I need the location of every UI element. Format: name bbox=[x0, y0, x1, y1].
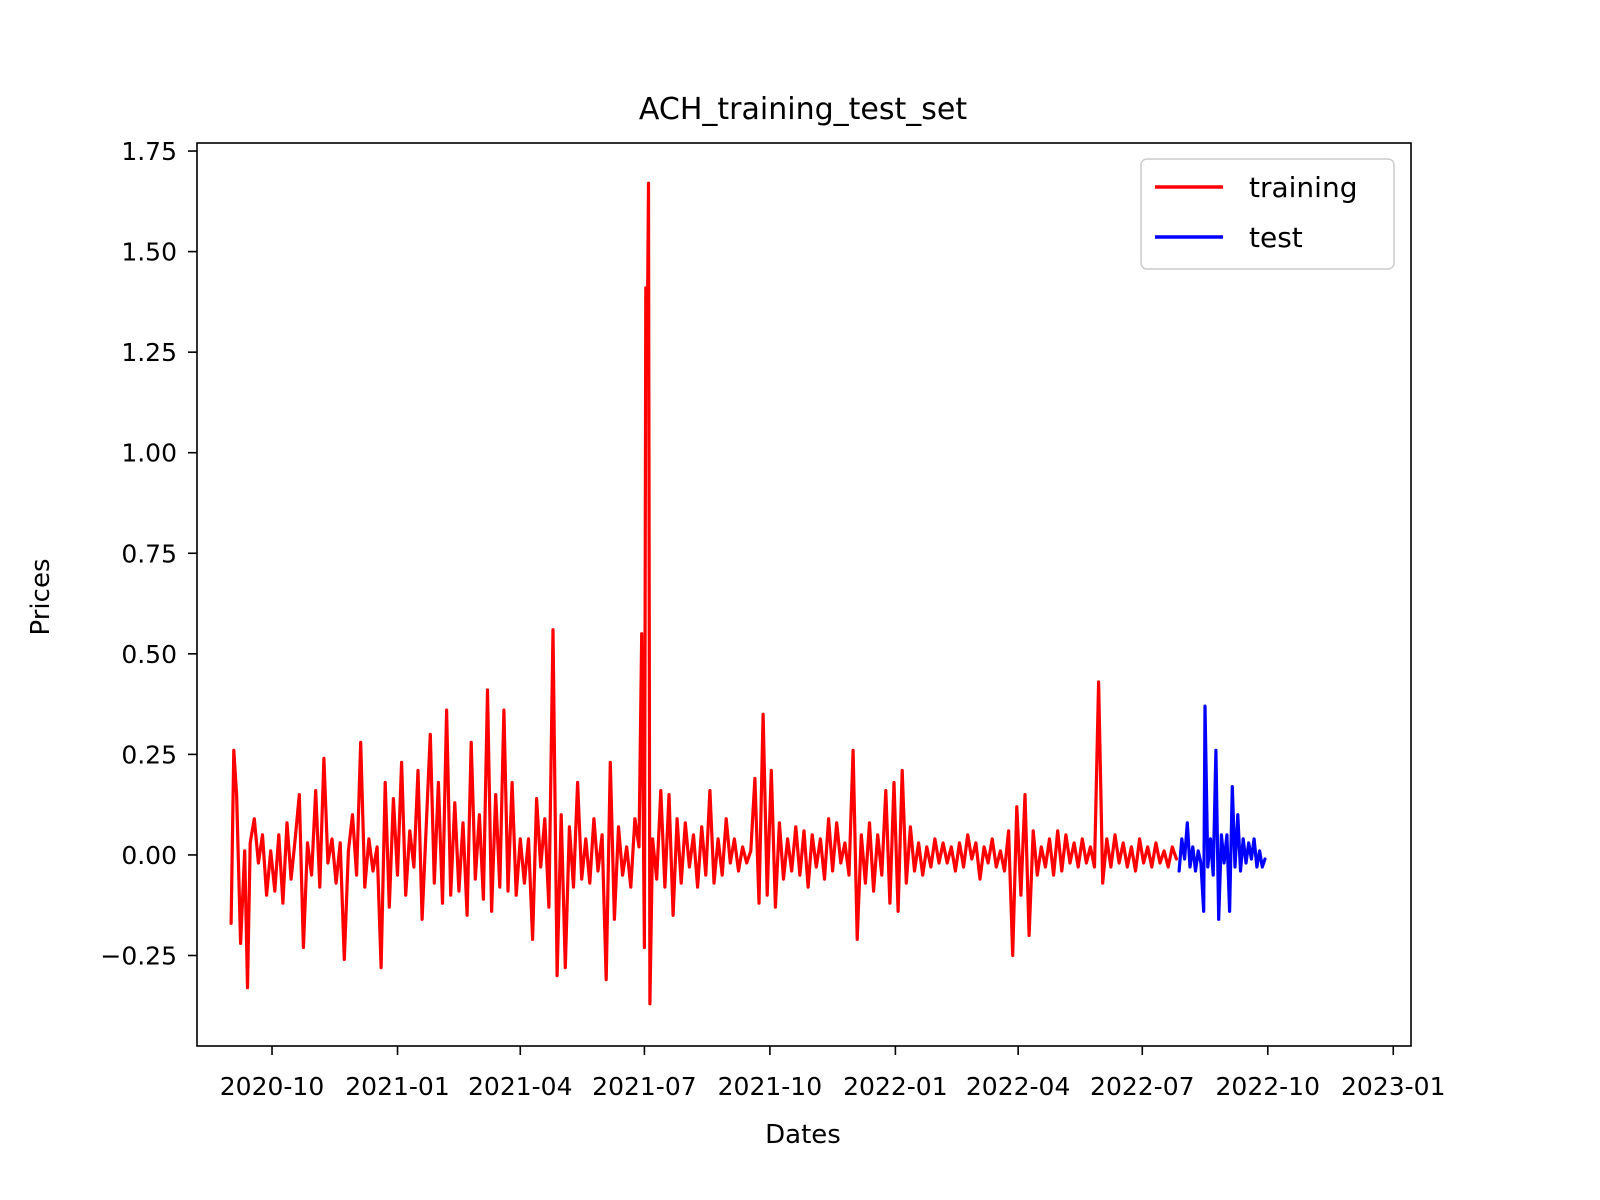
y-tick-label: 1.25 bbox=[121, 338, 177, 367]
y-tick-label: 0.50 bbox=[121, 640, 177, 669]
x-tick-label: 2023-01 bbox=[1341, 1072, 1445, 1101]
series-layer bbox=[229, 181, 1267, 1006]
y-tick-label: 1.50 bbox=[121, 238, 177, 267]
x-tick-label: 2021-04 bbox=[468, 1072, 572, 1101]
x-tick-label: 2021-10 bbox=[718, 1072, 822, 1101]
legend-label-test: test bbox=[1249, 221, 1303, 254]
x-tick-label: 2022-04 bbox=[966, 1072, 1070, 1101]
plot-area bbox=[196, 142, 1412, 1047]
x-axis-label: Dates bbox=[765, 1120, 841, 1150]
x-tick-label: 2021-07 bbox=[592, 1072, 696, 1101]
y-tick-label: 1.75 bbox=[121, 137, 177, 166]
y-axis-label: Prices bbox=[26, 559, 56, 636]
x-tick-label: 2022-01 bbox=[843, 1072, 947, 1101]
y-axis: −0.25 0.00 0.25 0.50 0.75 1.00 1.25 1.50 1.75 bbox=[100, 137, 197, 970]
y-tick-label: 1.00 bbox=[121, 439, 177, 468]
x-tick-label: 2022-10 bbox=[1216, 1072, 1320, 1101]
x-axis: 2020-10 2021-01 2021-04 2021-07 2021-10 2022-… bbox=[220, 1046, 1446, 1101]
x-tick-label: 2022-07 bbox=[1090, 1072, 1194, 1101]
x-tick-label: 2021-01 bbox=[345, 1072, 449, 1101]
plot-frame bbox=[196, 142, 1412, 1047]
y-tick-label: 0.25 bbox=[121, 740, 177, 769]
y-tick-label: 0.00 bbox=[121, 841, 177, 870]
chart-title: ACH_training_test_set bbox=[639, 92, 967, 127]
y-tick-label: 0.75 bbox=[121, 539, 177, 568]
y-tick-label: −0.25 bbox=[100, 941, 177, 970]
legend: training test bbox=[1140, 158, 1395, 270]
x-tick-label: 2020-10 bbox=[220, 1072, 324, 1101]
series-line-training bbox=[229, 181, 1179, 1006]
legend-label-training: training bbox=[1249, 171, 1357, 204]
series-line-test bbox=[1177, 704, 1267, 921]
